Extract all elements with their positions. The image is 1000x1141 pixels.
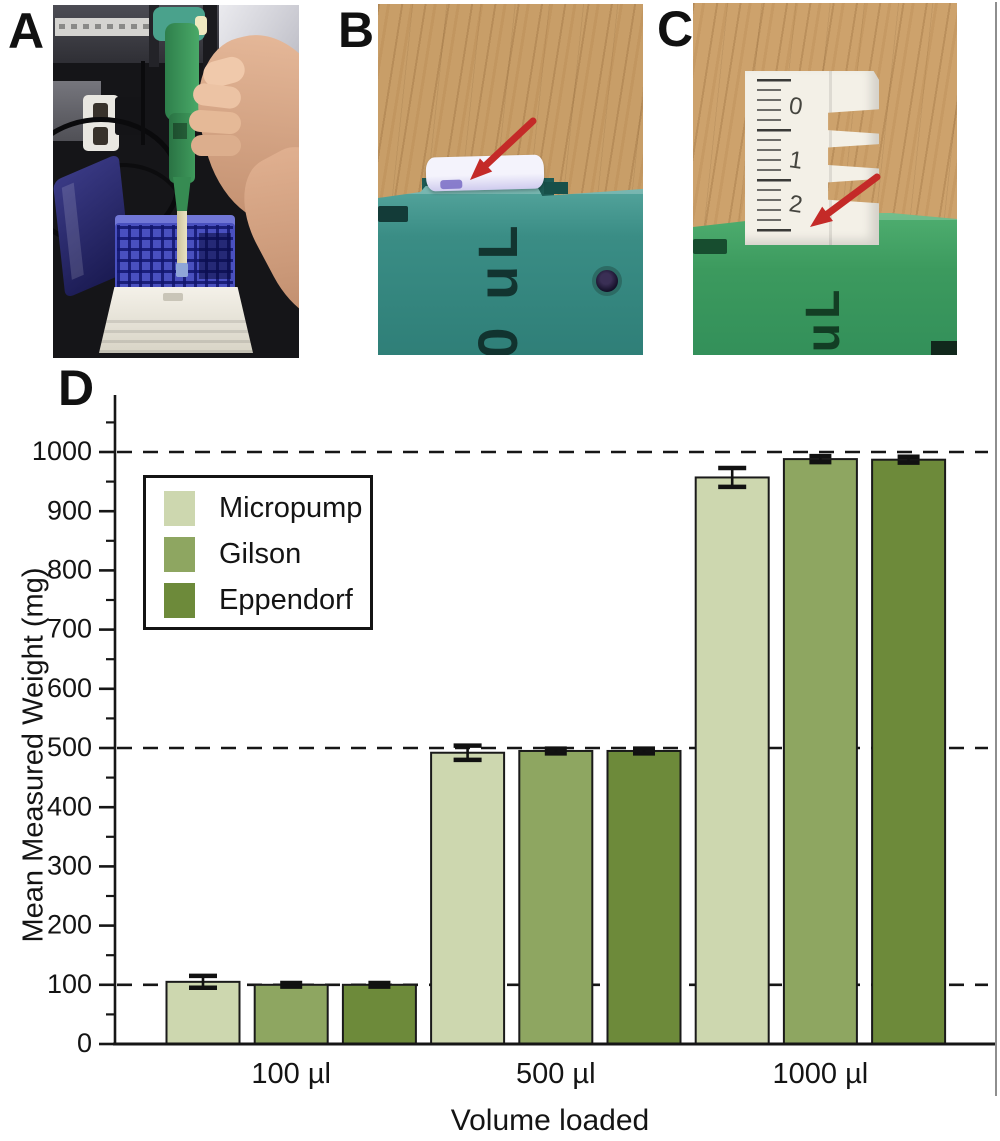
y-tick-label-200: 200 <box>47 910 92 940</box>
finger-3 <box>191 135 241 156</box>
panel-label-a: A <box>8 3 45 59</box>
legend-label-eppendorf: Eppendorf <box>219 583 353 616</box>
y-tick-label-300: 300 <box>47 851 92 881</box>
bar-eppendorf-0 <box>341 983 417 1045</box>
cable <box>141 61 145 145</box>
ruler-major-ticks <box>757 79 791 237</box>
ruler-number-0: 0 <box>787 92 805 121</box>
photo-pipette-in-use <box>53 5 299 358</box>
ruler-number-2: 2 <box>787 190 805 219</box>
finger-2 <box>188 109 242 135</box>
base-latch <box>163 293 183 301</box>
legend-swatch-micropump <box>164 490 195 526</box>
pipette-body <box>165 23 199 121</box>
ruler-number-1: 1 <box>787 146 805 175</box>
photo-printed-holder-with-ruler: uL 0 1 2 <box>693 3 957 355</box>
tip-rack <box>115 223 235 297</box>
legend-row: Eppendorf <box>164 577 370 623</box>
legend-swatch-gilson <box>164 536 195 572</box>
panel-label-d: D <box>58 360 95 416</box>
base-ridges <box>99 319 253 353</box>
screw-hole <box>592 266 622 296</box>
dark-corner-part <box>931 341 957 355</box>
y-tick-label-700: 700 <box>47 614 92 644</box>
bar-eppendorf-2 <box>871 458 947 1046</box>
photo-printed-holder-with-seal: 0 uL <box>378 4 643 355</box>
bar-gilson-2 <box>782 458 858 1045</box>
bar-micropump-1 <box>430 751 506 1046</box>
shelf-label-text-marks <box>59 24 159 29</box>
bar-eppendorf-1 <box>606 749 682 1046</box>
seal-detail <box>440 179 463 190</box>
empty-tip-wells <box>199 233 231 279</box>
legend-row: Micropump <box>164 485 370 531</box>
x-axis-title: Volume loaded <box>450 1104 650 1137</box>
panel-label-c: C <box>657 1 694 57</box>
block-side-slot <box>378 206 408 222</box>
white-comb-ruler-piece: 0 1 2 <box>745 71 879 245</box>
x-tick-label-0: 100 µl <box>251 1058 331 1090</box>
legend-row: Gilson <box>164 531 370 577</box>
y-axis-title: Mean Measured Weight (mg) <box>17 567 50 943</box>
pipette-tip <box>176 263 188 277</box>
bar-micropump-0 <box>165 980 241 1046</box>
pipette-cone <box>173 177 191 211</box>
y-tick-label-400: 400 <box>47 791 92 821</box>
bar-micropump-2 <box>694 476 770 1045</box>
y-tick-label-900: 900 <box>47 495 92 525</box>
block-top-bevel <box>378 186 643 194</box>
block-side-slot <box>693 239 727 254</box>
comb-seam <box>829 71 832 245</box>
x-tick-label-1: 500 µl <box>516 1058 596 1090</box>
tip-box-base <box>99 287 253 353</box>
white-seal-piece <box>425 154 545 192</box>
legend-label-micropump: Micropump <box>219 491 363 524</box>
bar-gilson-0 <box>253 983 329 1045</box>
y-tick-label-0: 0 <box>77 1028 92 1058</box>
y-tick-label-500: 500 <box>47 732 92 762</box>
slot-opening <box>544 182 568 194</box>
legend-label-gilson: Gilson <box>219 537 302 570</box>
outlet-socket-top <box>93 103 108 121</box>
y-tick-label-1000: 1000 <box>32 436 92 466</box>
y-tick-label-600: 600 <box>47 673 92 703</box>
y-tick-label-100: 100 <box>47 969 92 999</box>
shelf-label <box>55 18 163 36</box>
y-tick-label-800: 800 <box>47 555 92 585</box>
panel-label-b: B <box>338 2 375 58</box>
pipette-shaft <box>177 208 187 268</box>
chart-legend: Micropump Gilson Eppendorf <box>143 475 373 630</box>
bar-gilson-1 <box>518 749 594 1046</box>
x-tick-label-2: 1000 µl <box>773 1058 869 1090</box>
pipette-window <box>173 123 187 139</box>
lid-gloss <box>61 182 84 280</box>
legend-swatch-eppendorf <box>164 582 195 618</box>
